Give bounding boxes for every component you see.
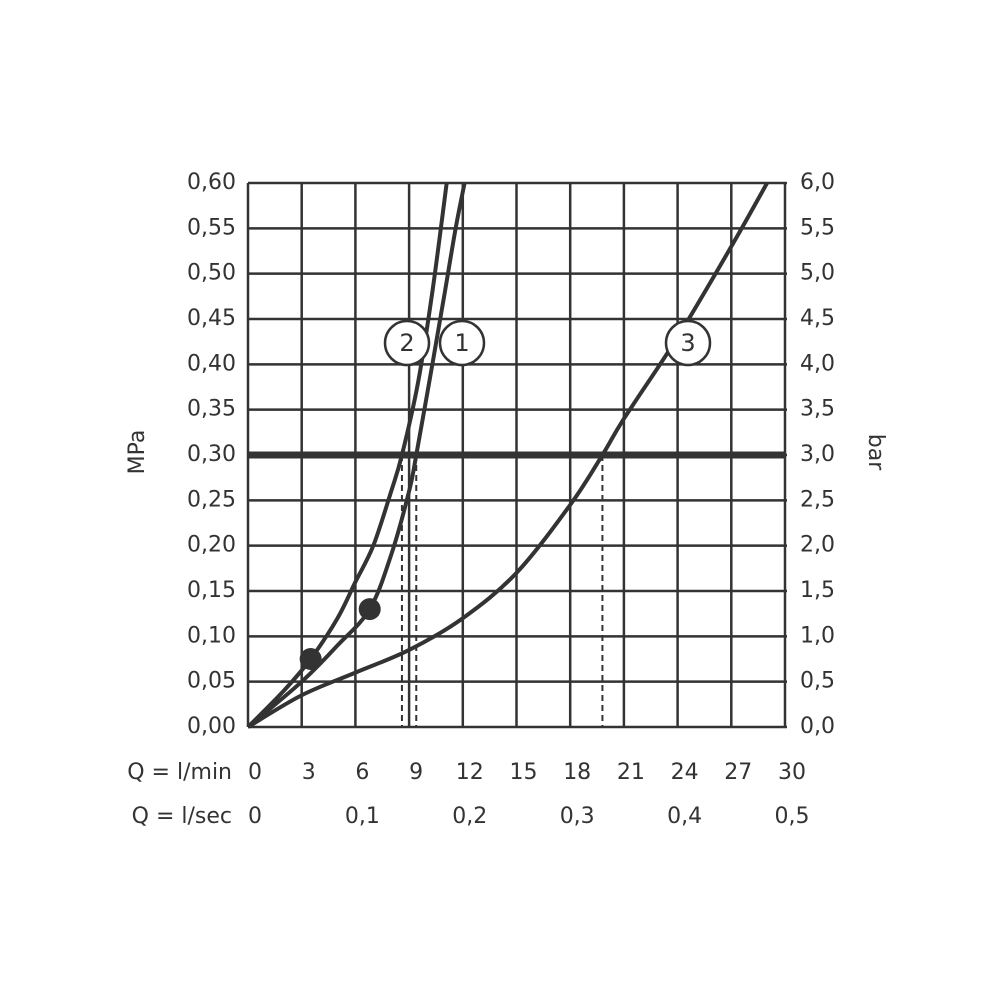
x-tick-label: 27 <box>724 760 752 785</box>
marker-dot <box>358 598 381 621</box>
y2-axis-label: bar <box>863 434 888 471</box>
x2-tick-label: 0,5 <box>775 804 810 829</box>
x-tick-label: 30 <box>778 760 806 785</box>
y2-tick-label: 4,5 <box>800 306 835 331</box>
y-tick-label: 0,60 <box>187 170 236 195</box>
y-tick-label: 0,00 <box>187 714 236 739</box>
x-tick-label: 3 <box>302 760 316 785</box>
y-tick-label: 0,50 <box>187 261 236 286</box>
curve-label-circle <box>438 319 486 367</box>
y-tick-label: 0,55 <box>187 215 236 240</box>
curve-label-circle <box>664 319 712 367</box>
y-tick-label: 0,20 <box>187 533 236 558</box>
x2-tick-label: 0,2 <box>452 804 487 829</box>
y-tick-label: 0,05 <box>187 669 236 694</box>
y-tick-label: 0,45 <box>187 306 236 331</box>
curve <box>246 182 467 729</box>
y2-tick-label: 1,5 <box>800 578 835 603</box>
marker-dot <box>299 648 322 670</box>
y2-tick-label: 2,5 <box>800 487 835 512</box>
x2-axis-label: Q = l/sec <box>132 804 232 829</box>
y2-tick-label: 4,0 <box>800 351 835 376</box>
curve-label: 1 <box>454 329 469 357</box>
y-tick-label: 0,40 <box>187 351 236 376</box>
x2-tick-label: 0,3 <box>560 804 595 829</box>
y-tick-label: 0,35 <box>187 397 236 422</box>
x-axis-label: Q = l/min <box>127 760 232 785</box>
x-tick-label: 18 <box>563 760 591 785</box>
y2-tick-label: 2,0 <box>800 533 835 558</box>
x-tick-label: 12 <box>456 760 484 785</box>
curve-label: 2 <box>399 329 414 357</box>
x2-tick-label: 0 <box>248 804 262 829</box>
y-tick-label: 0,30 <box>187 442 236 467</box>
curve-label-circle <box>383 319 431 367</box>
x-tick-label: 6 <box>355 760 369 785</box>
y2-tick-label: 5,0 <box>800 261 835 286</box>
x-tick-label: 15 <box>510 760 538 785</box>
x2-tick-label: 0,1 <box>345 804 380 829</box>
curve <box>246 182 769 729</box>
y2-tick-label: 5,5 <box>800 215 835 240</box>
x-tick-label: 21 <box>617 760 645 785</box>
y2-tick-label: 3,0 <box>800 442 835 467</box>
y-tick-label: 0,15 <box>187 578 236 603</box>
x2-tick-label: 0,4 <box>667 804 702 829</box>
x-tick-label: 9 <box>409 760 423 785</box>
curve-label: 3 <box>680 329 695 357</box>
y-tick-label: 0,10 <box>187 623 236 648</box>
y2-tick-label: 0,5 <box>800 669 835 694</box>
x-tick-label: 0 <box>248 760 262 785</box>
y-tick-label: 0,25 <box>187 487 236 512</box>
y2-tick-label: 3,5 <box>800 397 835 422</box>
x-tick-label: 24 <box>671 760 699 785</box>
y-axis-label: MPa <box>125 430 150 475</box>
y2-tick-label: 6,0 <box>800 170 835 195</box>
y2-tick-label: 0,0 <box>800 714 835 739</box>
y2-tick-label: 1,0 <box>800 623 835 648</box>
